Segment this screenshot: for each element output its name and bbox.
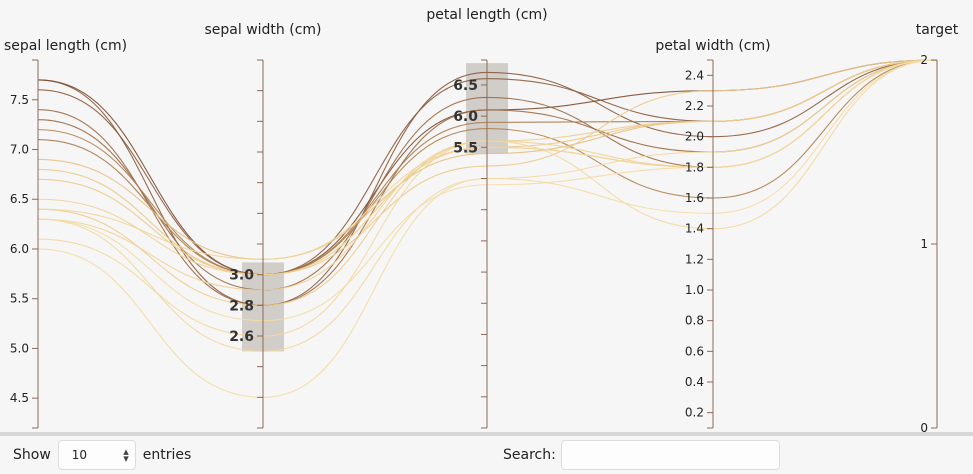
axis-sepal-length: sepal length (cm) 4.5 5.0 5.5 6.0 6.5 7.0 7.5 bbox=[4, 38, 127, 429]
axis-petal-length: petal length (cm) 6.5 6.0 5.5 bbox=[426, 7, 548, 429]
series-line bbox=[37, 59, 938, 322]
tick-label: 0 bbox=[920, 421, 928, 432]
tick-label: 1.8 bbox=[685, 160, 704, 174]
tick-label: 1.6 bbox=[685, 191, 704, 205]
parallel-coordinates-chart: sepal length (cm) 4.5 5.0 5.5 6.0 6.5 7.0 7.5 se… bbox=[4, 7, 959, 435]
tick-label: 1.2 bbox=[685, 252, 704, 266]
series-line bbox=[37, 59, 938, 398]
axis-title: petal width (cm) bbox=[655, 38, 770, 54]
search-control: Search: bbox=[503, 440, 780, 470]
axis-title: sepal length (cm) bbox=[4, 38, 127, 54]
select-arrows-icon: ▴ ▾ bbox=[123, 445, 129, 465]
tick-label: 1.4 bbox=[685, 222, 704, 236]
brush-tick-label: 2.6 bbox=[229, 329, 254, 345]
series-lines bbox=[37, 59, 938, 398]
axis-title: target bbox=[916, 22, 959, 38]
axis-target: target 0 1 2 bbox=[916, 22, 959, 435]
tick-label: 7.0 bbox=[10, 143, 29, 157]
chart-svg: sepal length (cm)4.55.05.56.06.57.07.5se… bbox=[4, 7, 959, 435]
tick-label: 2.2 bbox=[685, 99, 704, 113]
series-line bbox=[37, 59, 938, 276]
tick-label: 1.0 bbox=[685, 283, 704, 297]
brush-tick-label: 3.0 bbox=[229, 268, 254, 284]
tick-label: 0.6 bbox=[685, 344, 704, 358]
brush-tick-label: 6.0 bbox=[453, 109, 478, 125]
axes: sepal length (cm)4.55.05.56.06.57.07.5se… bbox=[4, 7, 959, 435]
brush-tick-label: 2.8 bbox=[229, 298, 254, 314]
tick-label: 6.5 bbox=[10, 192, 29, 206]
axis-title: petal length (cm) bbox=[426, 7, 547, 23]
tick-label: 7.5 bbox=[10, 93, 29, 107]
tick-label: 5.0 bbox=[10, 341, 29, 355]
entries-select[interactable]: 10 ▴ ▾ bbox=[57, 440, 136, 470]
search-input[interactable] bbox=[560, 440, 780, 470]
entries-length-control: Show 10 ▴ ▾ entries bbox=[13, 440, 191, 470]
tick-label: 1 bbox=[920, 237, 928, 251]
series-line bbox=[37, 59, 938, 306]
entries-label: entries bbox=[142, 447, 192, 463]
entries-select-value: 10 bbox=[71, 448, 88, 462]
tick-label: 2 bbox=[920, 53, 928, 67]
brush-tick-label: 5.5 bbox=[453, 140, 478, 156]
tick-label: 2.4 bbox=[685, 68, 704, 82]
axis-petal-width: petal width (cm) 0.2 0.4 0.6 0.8 1.0 1.2 1.4 1.6… bbox=[655, 38, 771, 429]
tick-label: 4.5 bbox=[10, 391, 29, 405]
tick-label: 2.0 bbox=[685, 130, 704, 144]
tick-label: 0.8 bbox=[685, 314, 704, 328]
tick-label: 0.2 bbox=[685, 406, 704, 420]
tick-label: 0.4 bbox=[685, 375, 704, 389]
tick-label: 5.5 bbox=[10, 292, 29, 306]
axis-sepal-width: sepal width (cm) 3.0 2.8 2.6 bbox=[204, 22, 322, 429]
search-label: Search: bbox=[503, 447, 556, 463]
axis-title: sepal width (cm) bbox=[204, 22, 321, 38]
show-label: Show bbox=[13, 447, 51, 463]
tick-label: 6.0 bbox=[10, 242, 29, 256]
table-controls: Show 10 ▴ ▾ entries Search: bbox=[0, 432, 973, 474]
brush-tick-label: 6.5 bbox=[453, 78, 478, 94]
